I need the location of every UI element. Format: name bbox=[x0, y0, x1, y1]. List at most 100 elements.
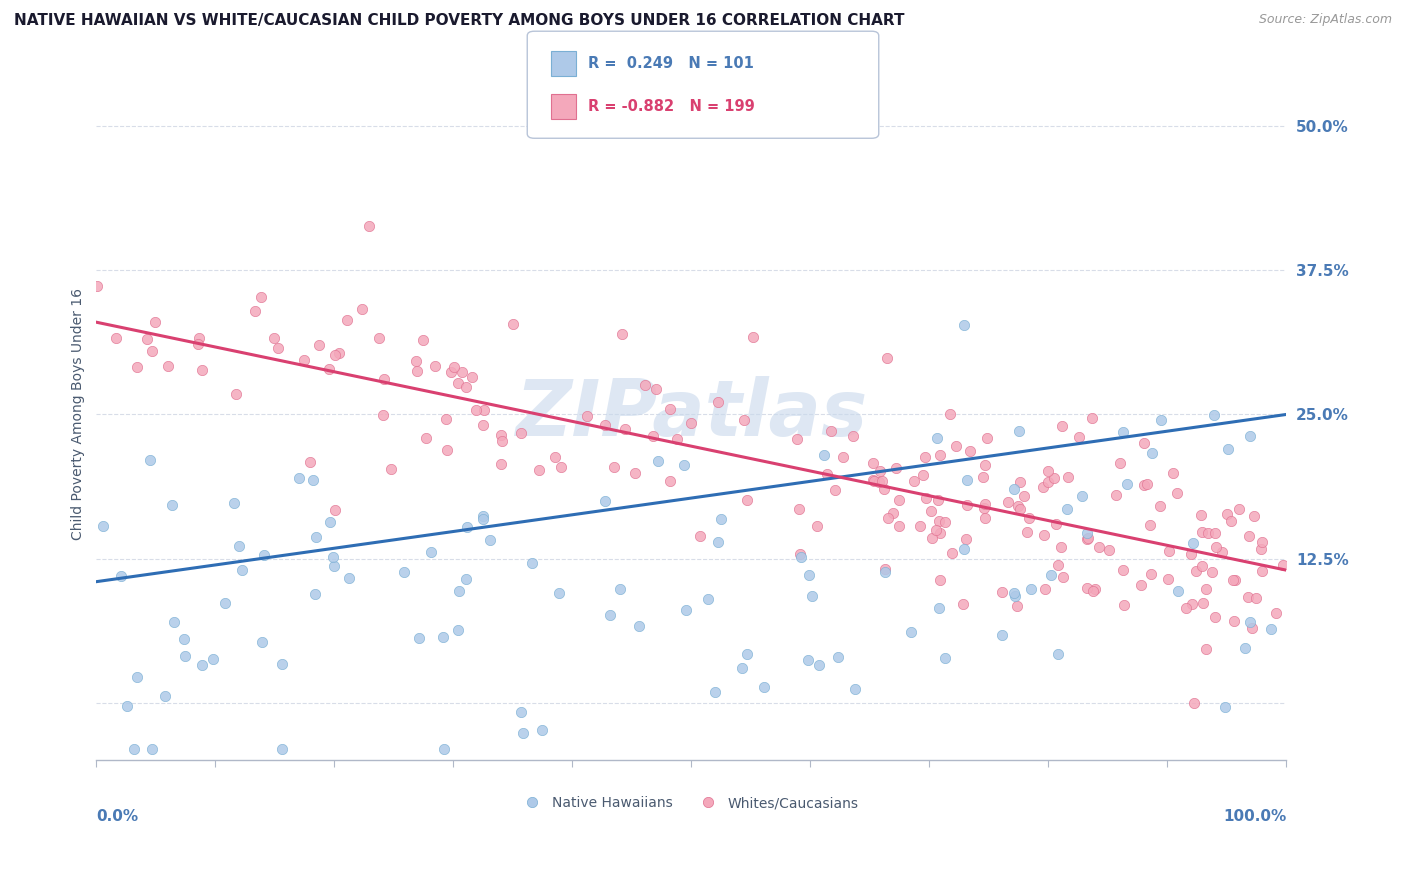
Point bbox=[842, 428, 865, 442]
Point bbox=[1184, 564, 1206, 578]
Point bbox=[253, 548, 276, 562]
Point bbox=[603, 460, 626, 475]
Point bbox=[1080, 411, 1102, 425]
Point bbox=[509, 706, 531, 720]
Point bbox=[267, 341, 290, 355]
Point bbox=[679, 416, 702, 430]
Point bbox=[191, 362, 214, 376]
Point bbox=[797, 567, 820, 582]
Point bbox=[433, 742, 456, 756]
Point bbox=[271, 742, 294, 756]
Point bbox=[1042, 470, 1064, 484]
Point bbox=[697, 592, 720, 607]
Point bbox=[1243, 509, 1265, 524]
Point bbox=[887, 493, 910, 508]
Point bbox=[337, 571, 360, 585]
Point bbox=[1076, 532, 1098, 546]
Point bbox=[450, 365, 472, 379]
Point bbox=[1201, 565, 1223, 579]
Point bbox=[440, 365, 463, 379]
Point bbox=[489, 428, 512, 442]
Point bbox=[188, 331, 211, 345]
Point bbox=[271, 657, 294, 671]
Point bbox=[522, 556, 544, 570]
Point bbox=[1215, 699, 1237, 714]
Point bbox=[308, 338, 330, 352]
Point bbox=[1227, 502, 1250, 516]
Point bbox=[704, 685, 727, 699]
Point bbox=[425, 359, 447, 373]
Point bbox=[876, 351, 898, 366]
Point bbox=[741, 329, 763, 343]
Point bbox=[928, 601, 950, 615]
Point bbox=[647, 454, 669, 468]
Point bbox=[419, 544, 441, 558]
Point bbox=[1204, 610, 1226, 624]
Point bbox=[1084, 582, 1107, 596]
Point bbox=[1219, 514, 1241, 528]
Point bbox=[104, 331, 127, 345]
Point bbox=[512, 726, 534, 740]
Point bbox=[1076, 582, 1098, 596]
Point bbox=[928, 515, 950, 529]
Point bbox=[997, 495, 1019, 509]
Point bbox=[613, 422, 636, 436]
Point bbox=[1195, 582, 1218, 597]
Point bbox=[443, 359, 465, 374]
Point bbox=[973, 511, 995, 525]
Point bbox=[908, 519, 931, 533]
Point bbox=[447, 623, 470, 637]
Point bbox=[174, 649, 197, 664]
Point bbox=[827, 649, 849, 664]
Point bbox=[1150, 413, 1173, 427]
Point bbox=[1104, 488, 1126, 502]
Point bbox=[461, 369, 484, 384]
Point bbox=[1087, 540, 1109, 554]
Point bbox=[368, 331, 391, 345]
Point bbox=[1098, 543, 1121, 558]
Point bbox=[1036, 475, 1059, 489]
Point bbox=[225, 387, 247, 401]
Point bbox=[903, 474, 925, 488]
Point bbox=[627, 619, 650, 633]
Point bbox=[1052, 570, 1074, 584]
Point bbox=[1250, 541, 1272, 556]
Point bbox=[173, 632, 195, 646]
Point bbox=[479, 533, 502, 547]
Point bbox=[1211, 545, 1233, 559]
Point bbox=[939, 407, 962, 421]
Point bbox=[1032, 480, 1054, 494]
Point bbox=[900, 625, 922, 640]
Point bbox=[1175, 601, 1198, 615]
Point bbox=[952, 597, 974, 611]
Point bbox=[1239, 615, 1261, 630]
Point bbox=[318, 362, 340, 376]
Point bbox=[1033, 582, 1056, 597]
Point bbox=[1197, 525, 1219, 540]
Point bbox=[156, 359, 179, 373]
Point bbox=[735, 492, 758, 507]
Point bbox=[434, 411, 457, 425]
Point bbox=[873, 565, 896, 579]
Point bbox=[243, 304, 266, 318]
Point bbox=[371, 409, 394, 423]
Point bbox=[824, 483, 846, 498]
Point bbox=[869, 464, 891, 478]
Point bbox=[873, 562, 896, 576]
Point bbox=[914, 491, 936, 505]
Point bbox=[228, 539, 250, 553]
Point bbox=[1002, 483, 1025, 497]
Point bbox=[921, 532, 943, 546]
Point bbox=[318, 515, 340, 529]
Point bbox=[953, 542, 976, 557]
Point bbox=[610, 327, 633, 342]
Point bbox=[956, 473, 979, 487]
Point bbox=[1049, 540, 1071, 554]
Point bbox=[1032, 528, 1054, 542]
Point bbox=[1004, 589, 1026, 603]
Point bbox=[1223, 573, 1246, 587]
Point bbox=[609, 582, 631, 596]
Point bbox=[1045, 517, 1067, 532]
Point bbox=[530, 723, 553, 737]
Point bbox=[1182, 535, 1205, 549]
